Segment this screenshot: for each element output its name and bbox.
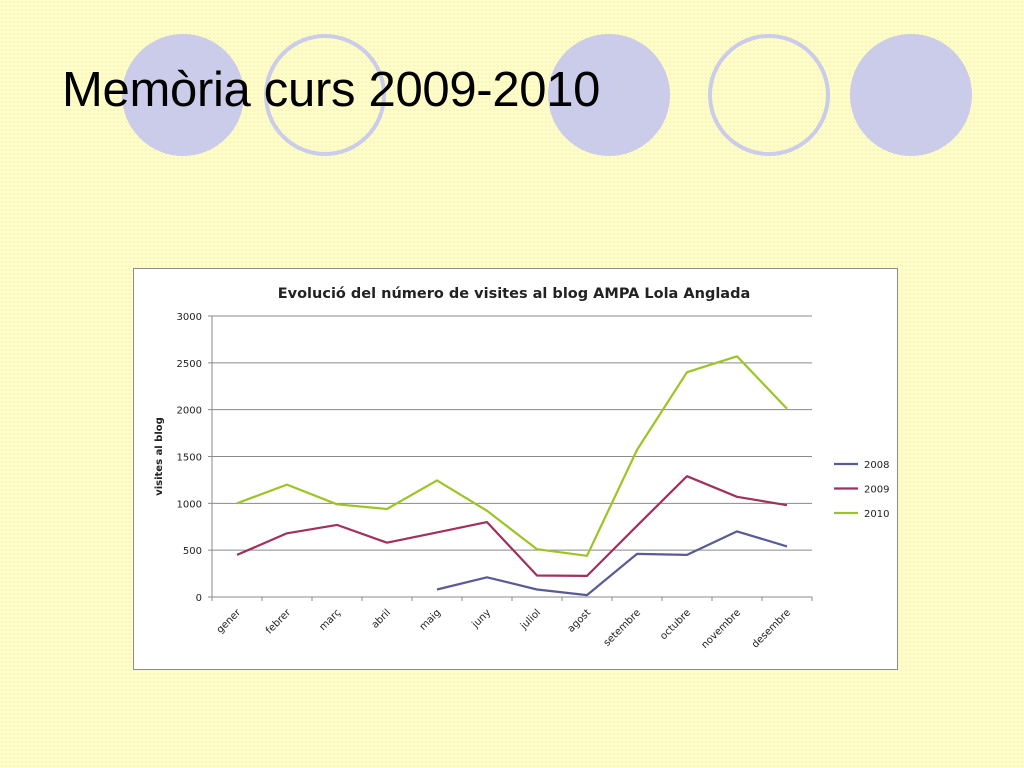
x-tick-label-octubre: octubre [658,607,693,642]
x-tick-label-gener: gener [215,607,244,636]
y-tick-label-1: 500 [183,546,202,557]
decor-circle-2 [548,34,670,156]
x-tick-label-agost: agost [566,607,593,634]
x-tick-label-juliol: juliol [518,607,543,632]
decor-circle-1 [122,34,244,156]
y-tick-label-4: 2000 [177,406,202,417]
slide-title: Memòria curs 2009-2010 [62,63,601,117]
decor-ring-2 [708,34,830,156]
x-tick-label-setembre: setembre [602,607,643,648]
series-line-2009 [236,475,788,577]
x-tick-label-desembre: desembre [750,607,793,650]
decor-circle-3 [850,34,972,156]
legend-label-2009: 2009 [864,485,889,496]
x-tick-label-febrer: febrer [264,607,294,637]
y-tick-label-0: 0 [196,593,202,604]
line-chart: Evolució del número de visites al blog A… [154,286,889,651]
y-tick-label-5: 2500 [177,359,202,370]
y-tick-label-6: 3000 [177,312,202,323]
y-tick-label-3: 1500 [177,453,202,464]
legend-label-2010: 2010 [864,509,889,520]
series-line-2008 [436,530,788,597]
series-line-2010 [236,355,788,557]
x-tick-label-març: març [317,607,343,633]
legend-label-2008: 2008 [864,460,889,471]
x-tick-label-juny: juny [470,607,494,631]
decor-ring-1 [264,34,386,156]
chart-title: Evolució del número de visites al blog A… [278,286,751,302]
y-axis-label: visites al blog [154,417,165,496]
chart-frame: Evolució del número de visites al blog A… [133,268,898,670]
x-tick-label-novembre: novembre [700,607,744,651]
x-tick-label-abril: abril [370,607,393,630]
y-tick-label-2: 1000 [177,499,202,510]
x-tick-label-maig: maig [418,607,443,632]
